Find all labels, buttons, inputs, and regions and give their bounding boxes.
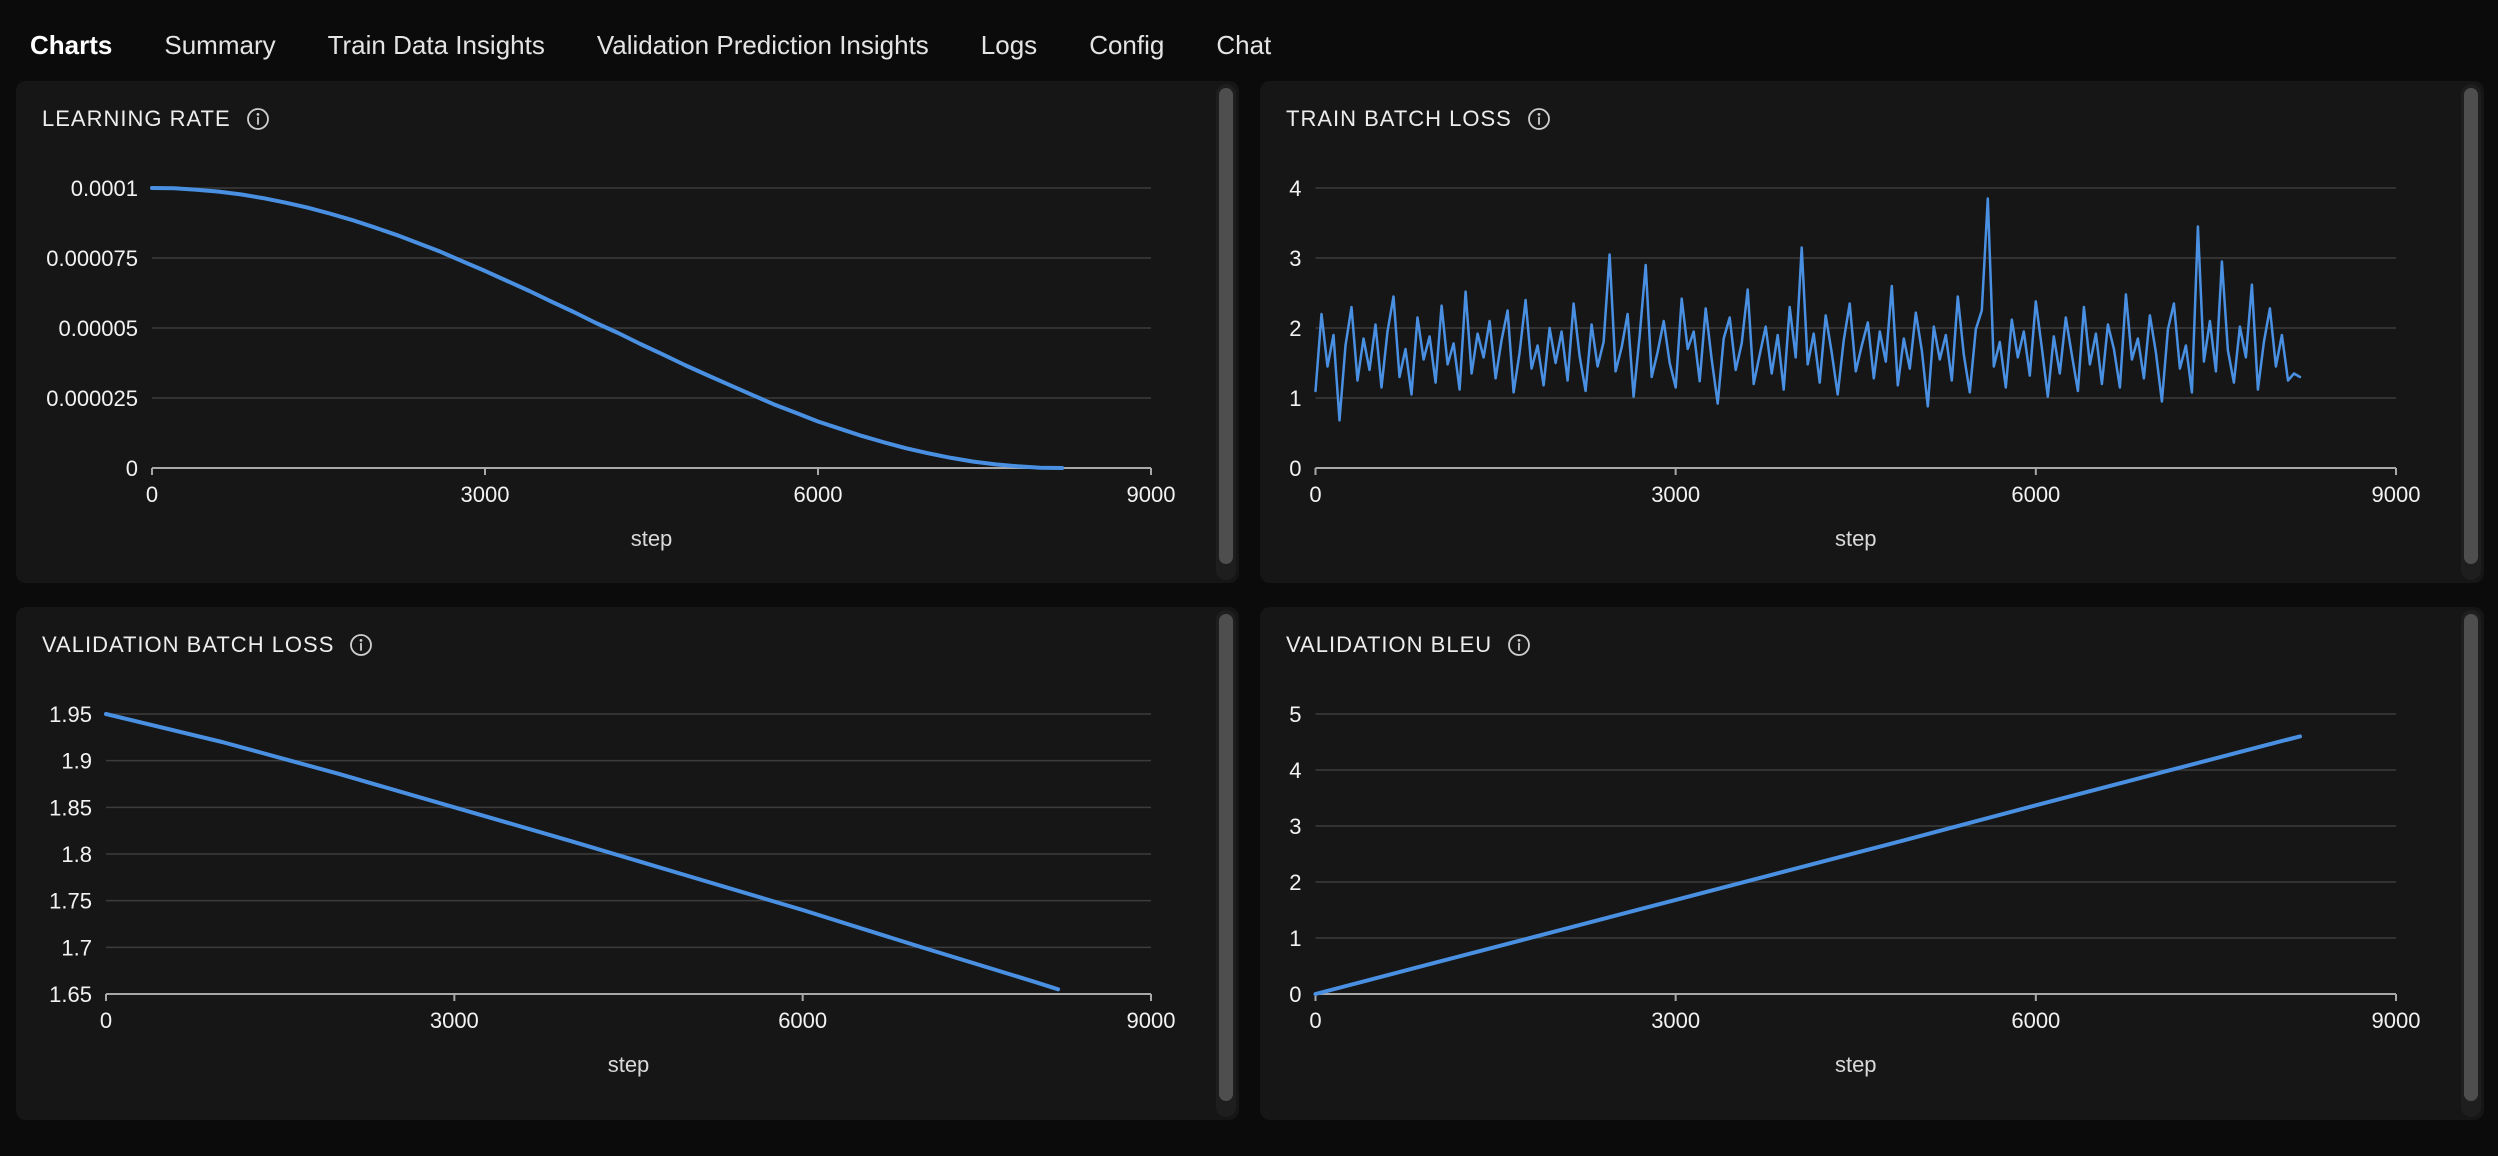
series-line-train_batch_loss [1314,197,2302,422]
x-axis-title: step [1835,526,1877,551]
scrollbar-thumb[interactable] [2464,614,2478,1101]
x-axis-title: step [631,526,673,551]
x-tick-label: 9000 [1127,482,1176,507]
chart-title: VALIDATION BLEU [1286,632,1493,657]
panel-title: VALIDATION BLEU [1286,627,2458,663]
y-tick-label: 0.00005 [58,316,138,341]
panel-scrollbar[interactable] [1216,610,1236,1117]
panel-scrollbar[interactable] [2461,610,2481,1117]
x-tick-label: 0 [1309,1008,1321,1033]
train-batch-loss-chart[interactable]: 4 3 2 1 0 0 3000 6000 9000 step [1286,145,2458,575]
tab-validation-prediction-insights[interactable]: Validation Prediction Insights [596,30,929,60]
chart-title: LEARNING RATE [42,106,231,131]
panel-title: TRAIN BATCH LOSS [1286,101,2458,137]
panel-train-batch-loss: TRAIN BATCH LOSS 4 3 2 1 0 0 3000 6000 9000 step [1260,81,2484,583]
y-tick-label: 1.65 [49,982,92,1007]
x-tick-label: 9000 [2372,1008,2421,1033]
series-line-learning_rate [150,186,1065,470]
x-tick-label: 6000 [2011,482,2060,507]
x-tick-label: 6000 [794,482,843,507]
x-tick-label: 3000 [1651,1008,1700,1033]
top-nav: Charts Summary Train Data Insights Valid… [0,0,2498,88]
tab-train-data-insights[interactable]: Train Data Insights [327,30,545,60]
validation-bleu-chart[interactable]: 5 4 3 2 1 0 0 3000 6000 9000 step [1286,671,2458,1112]
y-tick-label: 1 [1289,386,1301,411]
series-line-validation_batch_loss [104,712,1061,992]
x-tick-label: 3000 [430,1008,479,1033]
y-tick-label: 1.9 [61,749,92,774]
y-tick-label: 4 [1289,176,1301,201]
y-tick-label: 0.0001 [71,176,138,201]
y-tick-label: 2 [1289,870,1301,895]
info-icon[interactable] [245,106,271,132]
y-tick-label: 3 [1289,246,1301,271]
x-tick-label: 0 [100,1008,112,1033]
panel-scrollbar[interactable] [1216,84,1236,580]
chart-svg: 5 4 3 2 1 00 3000 6000 9000 step [1289,702,2421,1077]
y-tick-label: 4 [1289,758,1301,783]
panel-learning-rate: LEARNING RATE 0.0001 0.000075 0.00005 0.000… [16,81,1239,583]
charts-grid: LEARNING RATE 0.0001 0.000075 0.00005 0.000… [0,81,2498,1120]
learning-rate-chart[interactable]: 0.0001 0.000075 0.00005 0.000025 0 0 3000 6000 9… [42,145,1213,575]
x-tick-label: 3000 [461,482,510,507]
x-tick-label: 0 [146,482,158,507]
y-tick-label: 1.85 [49,795,92,820]
x-axis-title: step [608,1052,650,1077]
info-icon[interactable] [348,632,374,658]
scrollbar-thumb[interactable] [2464,88,2478,564]
x-tick-label: 6000 [2011,1008,2060,1033]
scrollbar-thumb[interactable] [1219,88,1233,564]
tab-summary[interactable]: Summary [164,30,276,60]
panel-validation-bleu: VALIDATION BLEU 5 4 3 2 1 0 0 3000 6000 9000 step [1260,607,2484,1120]
y-tick-label: 0 [126,456,138,481]
chart-svg: 0.0001 0.000075 0.00005 0.000025 00 3000 6000 9… [46,176,1176,551]
info-icon[interactable] [1506,632,1532,658]
y-tick-label: 1 [1289,926,1301,951]
panel-title: VALIDATION BATCH LOSS [42,627,1213,663]
x-tick-label: 6000 [778,1008,827,1033]
tab-config[interactable]: Config [1089,30,1165,60]
chart-title: VALIDATION BATCH LOSS [42,632,335,657]
tab-logs[interactable]: Logs [980,30,1038,60]
scrollbar-thumb[interactable] [1219,614,1233,1101]
y-tick-label: 0 [1289,456,1301,481]
y-tick-label: 3 [1289,814,1301,839]
series-line-validation_bleu [1313,734,2302,996]
y-tick-label: 5 [1289,702,1301,727]
x-tick-label: 9000 [2372,482,2421,507]
x-axis-title: step [1835,1052,1877,1077]
y-tick-label: 0 [1289,982,1301,1007]
x-tick-label: 9000 [1127,1008,1176,1033]
y-tick-label: 1.75 [49,889,92,914]
chart-title: TRAIN BATCH LOSS [1286,106,1512,131]
x-tick-label: 3000 [1651,482,1700,507]
y-tick-label: 0.000025 [46,386,138,411]
chart-svg: 4 3 2 1 00 3000 6000 9000 step [1289,176,2421,551]
tab-charts[interactable]: Charts [30,30,113,88]
y-tick-label: 1.8 [61,842,92,867]
y-tick-label: 0.000075 [46,246,138,271]
tab-chat[interactable]: Chat [1216,30,1272,60]
info-icon[interactable] [1526,106,1552,132]
y-tick-label: 1.7 [61,935,92,960]
panel-title: LEARNING RATE [42,101,1213,137]
panel-validation-batch-loss: VALIDATION BATCH LOSS 1.95 1.9 1.85 1.8 1.75… [16,607,1239,1120]
validation-batch-loss-chart[interactable]: 1.95 1.9 1.85 1.8 1.75 1.7 1.65 0 3000 6000 9000 st… [42,671,1213,1112]
panel-scrollbar[interactable] [2461,84,2481,580]
x-tick-label: 0 [1309,482,1321,507]
chart-svg: 1.95 1.9 1.85 1.8 1.75 1.7 1.65 0 3000 6000 9000 st… [49,702,1176,1077]
y-tick-label: 2 [1289,316,1301,341]
y-tick-label: 1.95 [49,702,92,727]
